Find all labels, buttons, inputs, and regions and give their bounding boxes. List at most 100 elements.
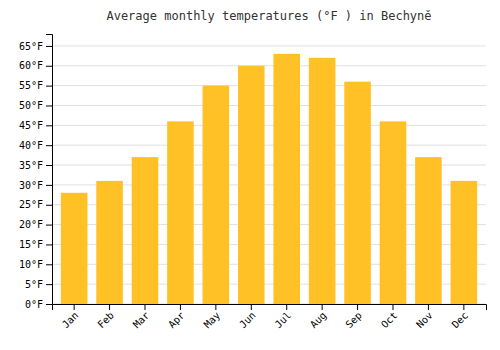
tick-label: Nov (414, 310, 435, 331)
tick-label: Aug (308, 310, 329, 331)
tick-mark (46, 284, 52, 285)
grid-line (52, 125, 486, 126)
tick-label: 30°F (19, 180, 43, 191)
chart: 0°F 5°F 10°F 15°F 20°F 25°F 30°F 35°F 40°F 45°F 50… (0, 0, 500, 350)
bar (132, 157, 159, 304)
bar (273, 54, 300, 304)
tick-label: 60°F (19, 60, 43, 71)
tick: 0°F (25, 299, 52, 310)
tick: Aug (308, 304, 329, 330)
tick-label: 0°F (25, 299, 43, 310)
tick: 5°F (25, 279, 52, 290)
bar (344, 82, 371, 304)
grid-line (52, 85, 486, 86)
tick: Nov (414, 304, 435, 330)
tick-mark (46, 66, 52, 67)
tick: 45°F (19, 120, 52, 131)
tick-label: 35°F (19, 160, 43, 171)
bar (61, 193, 88, 304)
tick: 35°F (19, 160, 52, 171)
tick: Oct (379, 304, 400, 330)
tick-label: 45°F (19, 120, 43, 131)
tick-mark (428, 304, 429, 310)
tick-mark (46, 125, 52, 126)
tick-mark (357, 304, 358, 310)
tick-mark (251, 304, 252, 310)
bar (238, 66, 265, 304)
tick-label: 55°F (19, 80, 43, 91)
y-axis: 0°F 5°F 10°F 15°F 20°F 25°F 30°F 35°F 40°F 45°F 50… (19, 35, 53, 310)
tick-mark (180, 304, 181, 310)
grid (52, 46, 486, 304)
tick-mark (393, 304, 394, 310)
tick: 30°F (19, 180, 52, 191)
tick-mark (74, 304, 75, 310)
tick: May (202, 304, 223, 330)
title: Average monthly temperatures (°F ) in Be… (106, 9, 431, 23)
tick-label: Jun (237, 310, 258, 331)
axis-line (46, 35, 53, 305)
tick: 40°F (19, 140, 52, 151)
tick-mark (46, 304, 52, 305)
tick-label: Jan (60, 310, 81, 331)
tick-mark (46, 264, 52, 265)
tick-mark (46, 105, 52, 106)
tick: 25°F (19, 199, 52, 210)
grid-line (52, 145, 486, 146)
tick-label: May (202, 310, 223, 331)
tick: 60°F (19, 60, 52, 71)
tick-label: 50°F (19, 100, 43, 111)
tick-mark (463, 304, 464, 310)
tick: Apr (166, 304, 187, 330)
grid-line (52, 45, 486, 46)
bar (380, 121, 407, 304)
tick: 65°F (19, 41, 52, 52)
tick-label: 25°F (19, 199, 43, 210)
tick-mark (46, 165, 52, 166)
tick: 10°F (19, 259, 52, 270)
tick-label: Sep (343, 310, 364, 331)
tick-mark (46, 244, 52, 245)
tick-label: Feb (95, 310, 116, 331)
tick-mark (46, 86, 52, 87)
tick: Jul (273, 304, 294, 330)
tick: 50°F (19, 100, 52, 111)
tick-mark (322, 304, 323, 310)
bar (96, 181, 123, 304)
plot: 0°F 5°F 10°F 15°F 20°F 25°F 30°F 35°F 40°F 45°F 50… (19, 35, 487, 331)
tick-mark (46, 46, 52, 47)
tick-label: 65°F (19, 41, 43, 52)
tick: Dec (450, 304, 471, 330)
tick-mark (215, 304, 216, 310)
tick-label: 10°F (19, 259, 43, 270)
x-axis: Jan Feb Mar Apr May Jun Jul Aug Sep Oct Nov Dec (53, 304, 487, 330)
tick-mark (46, 185, 52, 186)
tick-label: 5°F (25, 279, 43, 290)
tick: 55°F (19, 80, 52, 91)
tick-mark (46, 225, 52, 226)
bar (203, 86, 230, 304)
tick-label: 20°F (19, 219, 43, 230)
bar (415, 157, 442, 304)
tick-mark (46, 145, 52, 146)
tick: 15°F (19, 239, 52, 250)
bar (451, 181, 478, 304)
bars (61, 54, 477, 304)
tick: Feb (95, 304, 116, 330)
tick-label: Dec (450, 310, 471, 331)
tick-label: Mar (131, 310, 152, 331)
grid-line (52, 105, 486, 106)
bar (309, 58, 336, 304)
tick-mark (286, 304, 287, 310)
tick-label: 15°F (19, 239, 43, 250)
tick: 20°F (19, 219, 52, 230)
tick-mark (109, 304, 110, 310)
tick: Mar (131, 304, 152, 330)
tick: Sep (343, 304, 364, 330)
tick: Jan (60, 304, 81, 330)
bar (167, 121, 194, 304)
axis-line (53, 305, 487, 311)
tick-label: Oct (379, 310, 400, 331)
tick: Jun (237, 304, 258, 330)
tick-label: Jul (273, 310, 294, 331)
